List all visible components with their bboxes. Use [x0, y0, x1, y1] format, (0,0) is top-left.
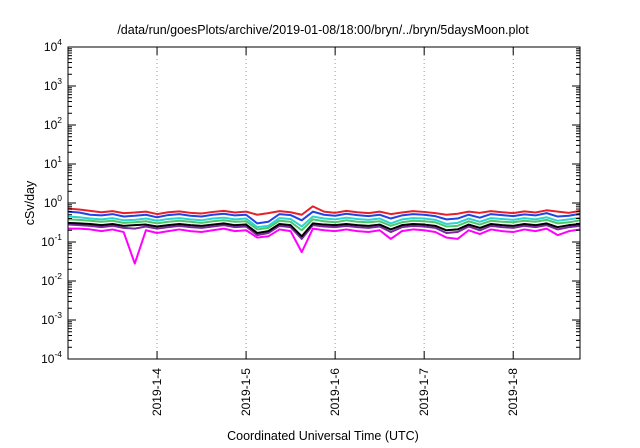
series-line-4 — [67, 218, 581, 232]
y-tick-label: 100 — [44, 193, 62, 210]
y-tick-label-base: 10 — [41, 352, 55, 366]
y-tick-label-base: 10 — [44, 157, 58, 171]
series-line-2 — [67, 223, 581, 240]
y-tick-label-exponent: -2 — [54, 271, 62, 281]
y-tick-label-exponent: 1 — [57, 154, 62, 164]
y-tick-label: 103 — [44, 76, 62, 93]
series-line-5 — [67, 215, 581, 229]
chart-title: /data/run/goesPlots/archive/2019-01-08/1… — [117, 23, 529, 37]
y-tick-label: 104 — [44, 37, 62, 54]
x-tick-label: 2019-1-5 — [239, 368, 253, 416]
y-tick-label-base: 10 — [44, 196, 58, 210]
y-tick-label-exponent: -1 — [54, 232, 62, 242]
series-line-7 — [67, 205, 581, 216]
y-tick-label-base: 10 — [44, 40, 58, 54]
series-line-3 — [67, 221, 581, 238]
y-tick-label: 10-3 — [41, 310, 62, 327]
series-line-6 — [67, 210, 581, 225]
y-tick-label: 101 — [44, 154, 62, 171]
y-axis-label: cSv/day — [23, 180, 37, 225]
x-tick-label: 2019-1-7 — [417, 368, 431, 416]
y-tick-label-base: 10 — [41, 313, 55, 327]
frame-layer — [67, 46, 581, 360]
y-tick-label: 10-4 — [41, 349, 62, 366]
x-tick-label: 2019-1-6 — [328, 368, 342, 416]
y-tick-label-exponent: 2 — [57, 115, 62, 125]
y-tick-label: 10-1 — [41, 232, 62, 249]
y-tick-label-base: 10 — [41, 274, 55, 288]
y-tick-label-exponent: 4 — [57, 37, 62, 47]
y-tick-label-exponent: 0 — [57, 193, 62, 203]
x-tick-label: 2019-1-4 — [150, 368, 164, 416]
series-line-1 — [68, 227, 581, 265]
y-tick-label-base: 10 — [41, 235, 55, 249]
y-tick-label-base: 10 — [44, 79, 58, 93]
grid-layer — [156, 47, 514, 359]
y-tick-label: 10-2 — [41, 271, 62, 288]
y-tick-label-exponent: 3 — [57, 76, 62, 86]
x-tick-label: 2019-1-8 — [506, 368, 520, 416]
series-layer — [67, 205, 581, 265]
x-axis-label: Coordinated Universal Time (UTC) — [227, 429, 419, 443]
y-tick-label-base: 10 — [44, 118, 58, 132]
y-tick-label-exponent: -3 — [54, 310, 62, 320]
y-tick-label-exponent: -4 — [54, 349, 62, 359]
y-tick-label: 102 — [44, 115, 62, 132]
